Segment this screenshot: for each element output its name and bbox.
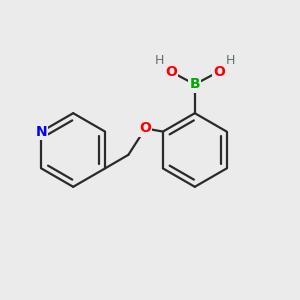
Text: B: B — [190, 77, 200, 92]
Text: H: H — [225, 54, 235, 67]
Text: N: N — [35, 124, 47, 139]
Text: H: H — [155, 54, 164, 67]
Text: O: O — [213, 64, 225, 79]
Text: O: O — [140, 122, 151, 135]
Text: O: O — [165, 64, 177, 79]
